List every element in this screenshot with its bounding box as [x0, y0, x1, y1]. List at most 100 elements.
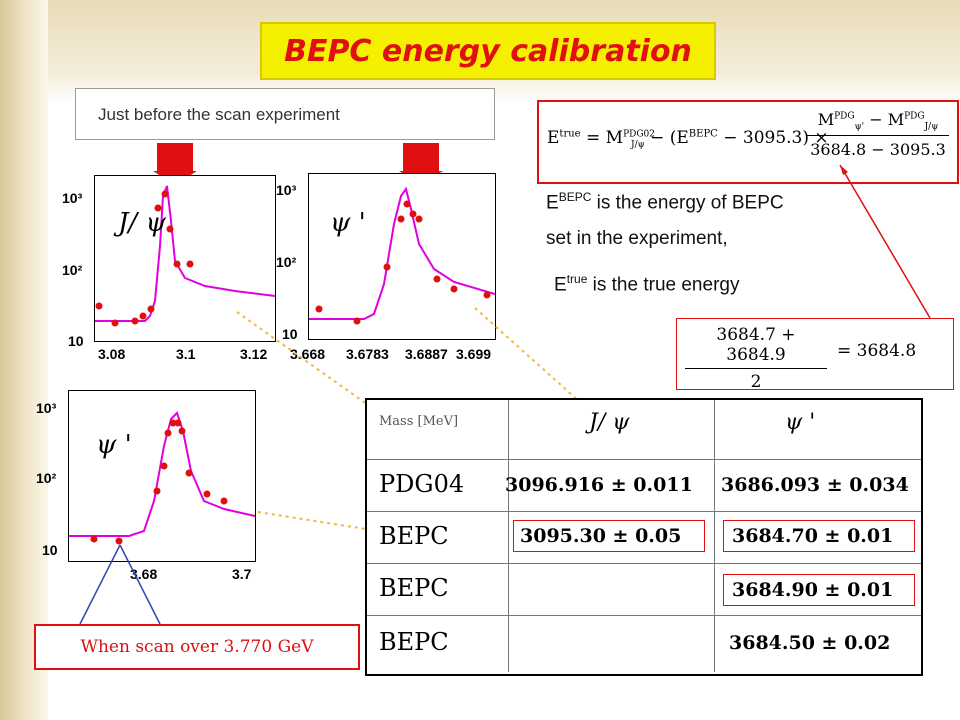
y-tick: 10 — [282, 326, 298, 342]
jpsi-fit-curve — [95, 185, 276, 322]
jpsi-data-point — [173, 260, 181, 268]
desc-true-sup: true — [566, 272, 588, 286]
y-tick: 10³ — [62, 190, 83, 206]
psip-high-data-point — [220, 497, 228, 505]
psip-high-scan-plot-svg — [69, 411, 256, 545]
desc-line-3-text: is the true energy — [592, 274, 740, 296]
jpsi-data-point — [147, 305, 155, 313]
psip-scan-plot — [308, 173, 496, 340]
formula-rhs: = M — [586, 128, 624, 148]
psip-data-point — [383, 263, 391, 271]
calibration-formula: Etrue = MPDG02J/ψ − (EBEPC − 3095.3) × M… — [537, 100, 959, 184]
desc-line-1: EBEPC is the energy of BEPC — [546, 190, 784, 214]
formula-num-a-sub: ψ' — [854, 122, 865, 133]
jpsi-scan-plot-svg — [95, 185, 276, 327]
table-row: BEPC — [367, 616, 509, 672]
row-psip-value: 3684.90 ± 0.01 — [732, 579, 894, 601]
highlight-box: 3684.70 ± 0.01 — [723, 520, 915, 552]
jpsi-data-point — [139, 312, 147, 320]
jpsi-data-point — [186, 260, 194, 268]
row-label: BEPC — [379, 522, 449, 550]
highlight-box: 3684.90 ± 0.01 — [723, 574, 915, 606]
psip-high-data-point — [164, 429, 172, 437]
desc-line-1-text: is the energy of BEPC — [596, 192, 784, 214]
psip-scan-plot-svg — [309, 186, 496, 325]
row-label: BEPC — [379, 574, 449, 602]
formula-jpsi-sub: J/ψ — [630, 140, 645, 151]
x-tick: 3.08 — [98, 346, 126, 362]
mass-table: Mass [MeV] J/ ψ ψ ' PDG04 3096.916 ± 0.0… — [365, 398, 923, 676]
desc-e: E — [546, 192, 559, 214]
table-row: BEPC — [367, 512, 509, 564]
table-row: BEPC — [367, 564, 509, 616]
y-tick: 10² — [62, 262, 83, 278]
table-cell: 3095.30 ± 0.05 — [509, 512, 715, 564]
psip-data-point — [315, 305, 323, 313]
formula-denominator: 3684.8 − 3095.3 — [810, 140, 946, 160]
psip-data-point — [450, 285, 458, 293]
psip-plot-label: ψ ' — [330, 208, 366, 238]
formula-num-a: M — [817, 110, 835, 129]
row-psip-value: 3684.70 ± 0.01 — [732, 525, 894, 547]
psip-high-data-point — [178, 427, 186, 435]
psip-high-data-point — [174, 419, 182, 427]
average-formula: 3684.7 + 3684.9 2 = 3684.8 — [676, 318, 954, 392]
x-tick: 3.6783 — [346, 346, 389, 362]
psip-high-data-point — [185, 469, 193, 477]
y-tick: 10³ — [36, 400, 57, 416]
background-left-decoration — [0, 0, 48, 720]
scan-label: Just before the scan experiment — [75, 88, 495, 140]
jpsi-plot-label: J/ ψ — [118, 208, 166, 238]
psip-high-data-point — [153, 487, 161, 495]
table-cell: 3684.70 ± 0.01 — [715, 512, 921, 564]
table-row: PDG04 — [367, 460, 509, 512]
desc-line-3: Etrue is the true energy — [554, 272, 739, 296]
psip-data-point — [353, 317, 361, 325]
jpsi-data-point — [131, 317, 139, 325]
row-psip-value: 3686.093 ± 0.034 — [721, 474, 909, 496]
formula-num-b: − M — [869, 110, 905, 129]
psip-data-point — [433, 275, 441, 283]
average-numerator: 3684.7 + 3684.9 — [685, 325, 827, 369]
connector-arrowhead — [840, 165, 848, 175]
average-denominator: 2 — [750, 372, 762, 392]
psip-data-point — [409, 210, 417, 218]
x-tick: 3.6887 — [405, 346, 448, 362]
psip-high-data-point — [160, 462, 168, 470]
table-header-label: Mass [MeV] — [379, 414, 459, 429]
y-tick: 10² — [276, 254, 297, 270]
psip-data-point — [403, 200, 411, 208]
psip-high-data-point — [90, 535, 98, 543]
formula-num-b-sup: PDG — [904, 111, 925, 122]
jpsi-data-point — [111, 319, 119, 327]
table-col-jpsi: J/ ψ — [509, 400, 715, 460]
y-tick: 10³ — [276, 182, 297, 198]
jpsi-data-point — [161, 190, 169, 198]
x-tick: 3.1 — [176, 346, 196, 362]
formula-pdg02: PDG02 — [623, 129, 655, 140]
table-cell: 3684.90 ± 0.01 — [715, 564, 921, 616]
col-psip-label: ψ ' — [785, 410, 816, 435]
x-tick: 3.7 — [232, 566, 252, 582]
note-line-left — [79, 544, 121, 625]
jpsi-data-point — [95, 302, 103, 310]
formula-num-a-sup: PDG — [834, 111, 855, 122]
table-header-cell: Mass [MeV] — [367, 400, 509, 460]
psip-data-point — [483, 291, 491, 299]
psip-high-data-point — [115, 537, 123, 545]
formula-lhs-sup: true — [559, 128, 581, 140]
psip-high-scan-plot — [68, 390, 256, 562]
jpsi-scan-plot — [94, 175, 276, 342]
formula-num-b-sub: J/ψ — [924, 122, 939, 133]
table-col-psip: ψ ' — [715, 400, 921, 460]
x-tick: 3.699 — [456, 346, 492, 362]
desc-line-2: set in the experiment, — [546, 228, 728, 249]
x-tick: 3.668 — [290, 346, 326, 362]
formula-to-average-line — [839, 164, 931, 319]
table-cell — [509, 564, 715, 616]
psip-data-point — [415, 215, 423, 223]
psip-data-point — [397, 215, 405, 223]
psip-high-data-point — [169, 419, 177, 427]
table-cell: 3684.50 ± 0.02 — [715, 616, 921, 672]
row-psip-value: 3684.50 ± 0.02 — [729, 632, 891, 654]
